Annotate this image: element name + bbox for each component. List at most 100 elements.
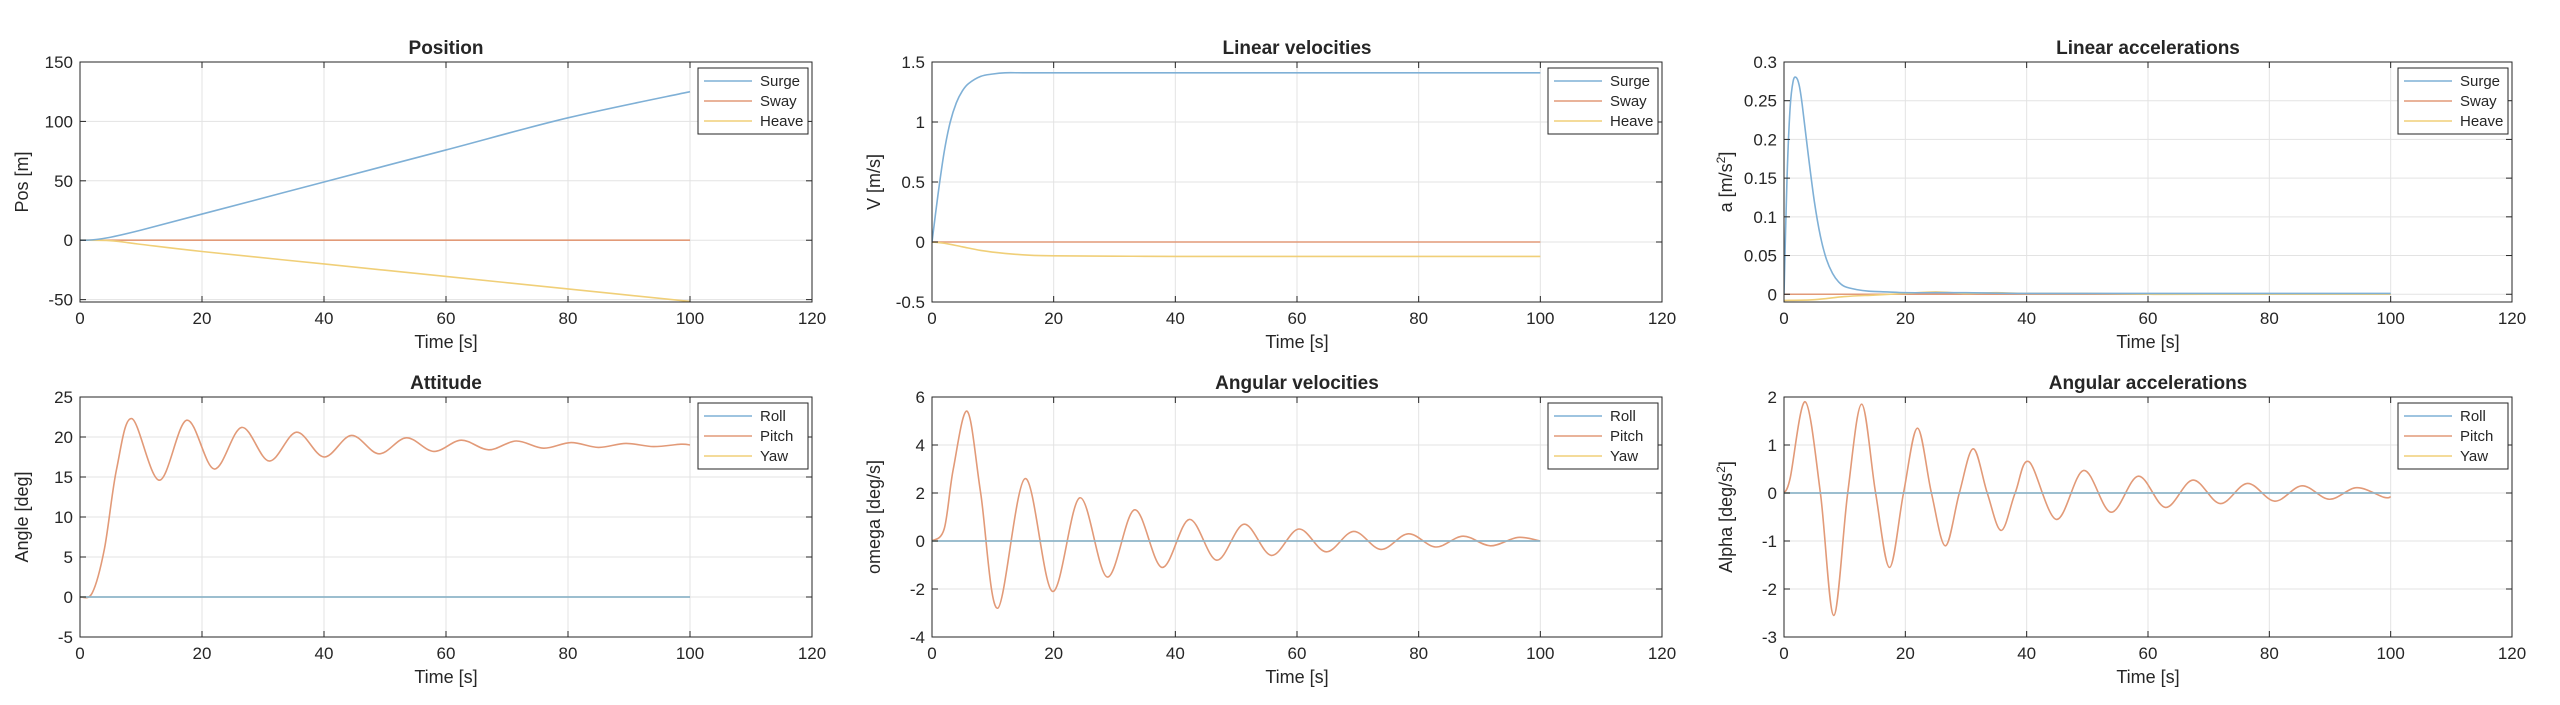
series-line-heave: [932, 241, 1541, 258]
x-tick-label: 20: [193, 309, 212, 328]
chart-title: Attitude: [410, 373, 482, 394]
chart-panel-1: 0 20 40 60 80 100 120-50050100150PositionTime …: [12, 38, 826, 352]
series-lines: [932, 71, 1541, 258]
chart-title: Linear accelerations: [2056, 38, 2240, 59]
x-tick-label: 40: [1166, 644, 1185, 663]
y-tick-label: 6: [916, 388, 925, 407]
chart-panel-3: 0 20 40 60 80 100 120 0 0.05 0.1 0.15 0.2 0.25 0.3 Lin…: [1714, 38, 2526, 352]
x-tick-label: 0: [1779, 644, 1788, 663]
y-tick-label: 20: [54, 428, 73, 447]
legend-label-sway: Sway: [1610, 93, 1647, 110]
x-tick-label: 40: [2017, 309, 2036, 328]
x-tick-label: 120: [1648, 644, 1676, 663]
y-tick-label: 0: [64, 588, 73, 607]
x-tick-label: 60: [2139, 644, 2158, 663]
x-tick-label: 120: [798, 644, 826, 663]
x-tick-label: 20: [193, 644, 212, 663]
legend-label-roll: Roll: [2460, 408, 2486, 425]
y-tick-label: -0.5: [896, 293, 925, 312]
legend-label-roll: Roll: [760, 408, 786, 425]
series-line-surge: [1784, 76, 2391, 295]
x-tick-label: 20: [1044, 309, 1063, 328]
y-tick-label: 1: [1768, 436, 1777, 455]
series-lines: [80, 417, 691, 599]
x-tick-label: 80: [2260, 644, 2279, 663]
y-tick-label: 0.5: [901, 173, 925, 192]
x-tick-label: 40: [2017, 644, 2036, 663]
x-axis-label: Time [s]: [414, 332, 477, 352]
legend-label-yaw: Yaw: [760, 448, 788, 465]
legend-label-sway: Sway: [760, 93, 797, 110]
y-tick-label: 10: [54, 508, 73, 527]
x-tick-label: 60: [437, 309, 456, 328]
y-tick-label: 2: [916, 484, 925, 503]
x-tick-label: 100: [2376, 644, 2404, 663]
y-tick-label: -2: [910, 580, 925, 599]
x-tick-label: 0: [75, 309, 84, 328]
x-tick-label: 60: [2139, 309, 2158, 328]
chart-title: Angular velocities: [1215, 373, 1379, 394]
series-lines: [80, 90, 691, 302]
y-axis-label: V [m/s]: [864, 154, 884, 210]
x-tick-label: 100: [2376, 309, 2404, 328]
y-tick-label: 0.15: [1744, 169, 1777, 188]
x-tick-label: 60: [1288, 309, 1307, 328]
y-tick-label: 0.3: [1753, 53, 1777, 72]
x-tick-label: 80: [559, 644, 578, 663]
y-tick-label: 25: [54, 388, 73, 407]
x-axis-label: Time [s]: [1265, 667, 1328, 687]
x-tick-label: 20: [1896, 644, 1915, 663]
y-tick-label: 0.1: [1753, 208, 1777, 227]
legend: Surge Sway Heave: [1547, 67, 1659, 135]
x-tick-label: 40: [315, 644, 334, 663]
x-tick-label: 80: [1409, 644, 1428, 663]
series-line-surge: [80, 90, 691, 242]
y-tick-label: -2: [1762, 580, 1777, 599]
y-tick-label: -5: [58, 628, 73, 647]
y-tick-label: 0: [1768, 285, 1777, 304]
y-axis-label: Pos [m]: [12, 151, 32, 212]
x-axis-label: Time [s]: [1265, 332, 1328, 352]
chart-title: Angular accelerations: [2049, 373, 2248, 394]
x-axis-label: Time [s]: [2116, 667, 2179, 687]
x-axis-label: Time [s]: [414, 667, 477, 687]
y-tick-label: 1.5: [901, 53, 925, 72]
chart-title: Position: [409, 38, 484, 59]
legend-label-pitch: Pitch: [1610, 428, 1643, 445]
x-tick-label: 80: [2260, 309, 2279, 328]
y-tick-label: 0.05: [1744, 247, 1777, 266]
legend-label-sway: Sway: [2460, 93, 2497, 110]
legend-label-surge: Surge: [1610, 73, 1650, 90]
x-tick-label: 100: [676, 309, 704, 328]
x-tick-label: 60: [437, 644, 456, 663]
y-tick-label: 0: [1768, 484, 1777, 503]
y-tick-label: -3: [1762, 628, 1777, 647]
legend-label-heave: Heave: [1610, 113, 1653, 130]
legend-label-heave: Heave: [760, 113, 803, 130]
x-axis-label: Time [s]: [2116, 332, 2179, 352]
y-tick-label: 100: [45, 112, 73, 131]
x-tick-label: 40: [1166, 309, 1185, 328]
y-tick-label: 1: [916, 113, 925, 132]
y-tick-label: 0: [64, 231, 73, 250]
legend-label-yaw: Yaw: [1610, 448, 1638, 465]
series-line-pitch: [932, 410, 1541, 610]
x-tick-label: 120: [1648, 309, 1676, 328]
x-tick-label: 20: [1044, 644, 1063, 663]
chart-panel-4: 0 20 40 60 80 100 120-50510152025AttitudeTime …: [12, 373, 826, 687]
y-tick-label: 2: [1768, 388, 1777, 407]
legend-label-roll: Roll: [1610, 408, 1636, 425]
series-line-heave: [80, 239, 691, 302]
legend: Roll Pitch Yaw: [697, 402, 809, 470]
legend: Roll Pitch Yaw: [1547, 402, 1659, 470]
y-tick-label: 0.2: [1753, 130, 1777, 149]
chart-panel-6: 0 20 40 60 80 100 120 -3 -2 -1 0 1 2 Angular accelera…: [1714, 373, 2526, 687]
y-axis-label: omega [deg/s]: [864, 460, 884, 574]
series-line-pitch: [80, 417, 691, 599]
x-tick-label: 120: [2498, 309, 2526, 328]
x-tick-label: 40: [315, 309, 334, 328]
y-tick-label: 15: [54, 468, 73, 487]
chart-panel-5: 0 20 40 60 80 100 120 -4 -2 0 2 4 6 Angular velocitie…: [864, 373, 1676, 687]
